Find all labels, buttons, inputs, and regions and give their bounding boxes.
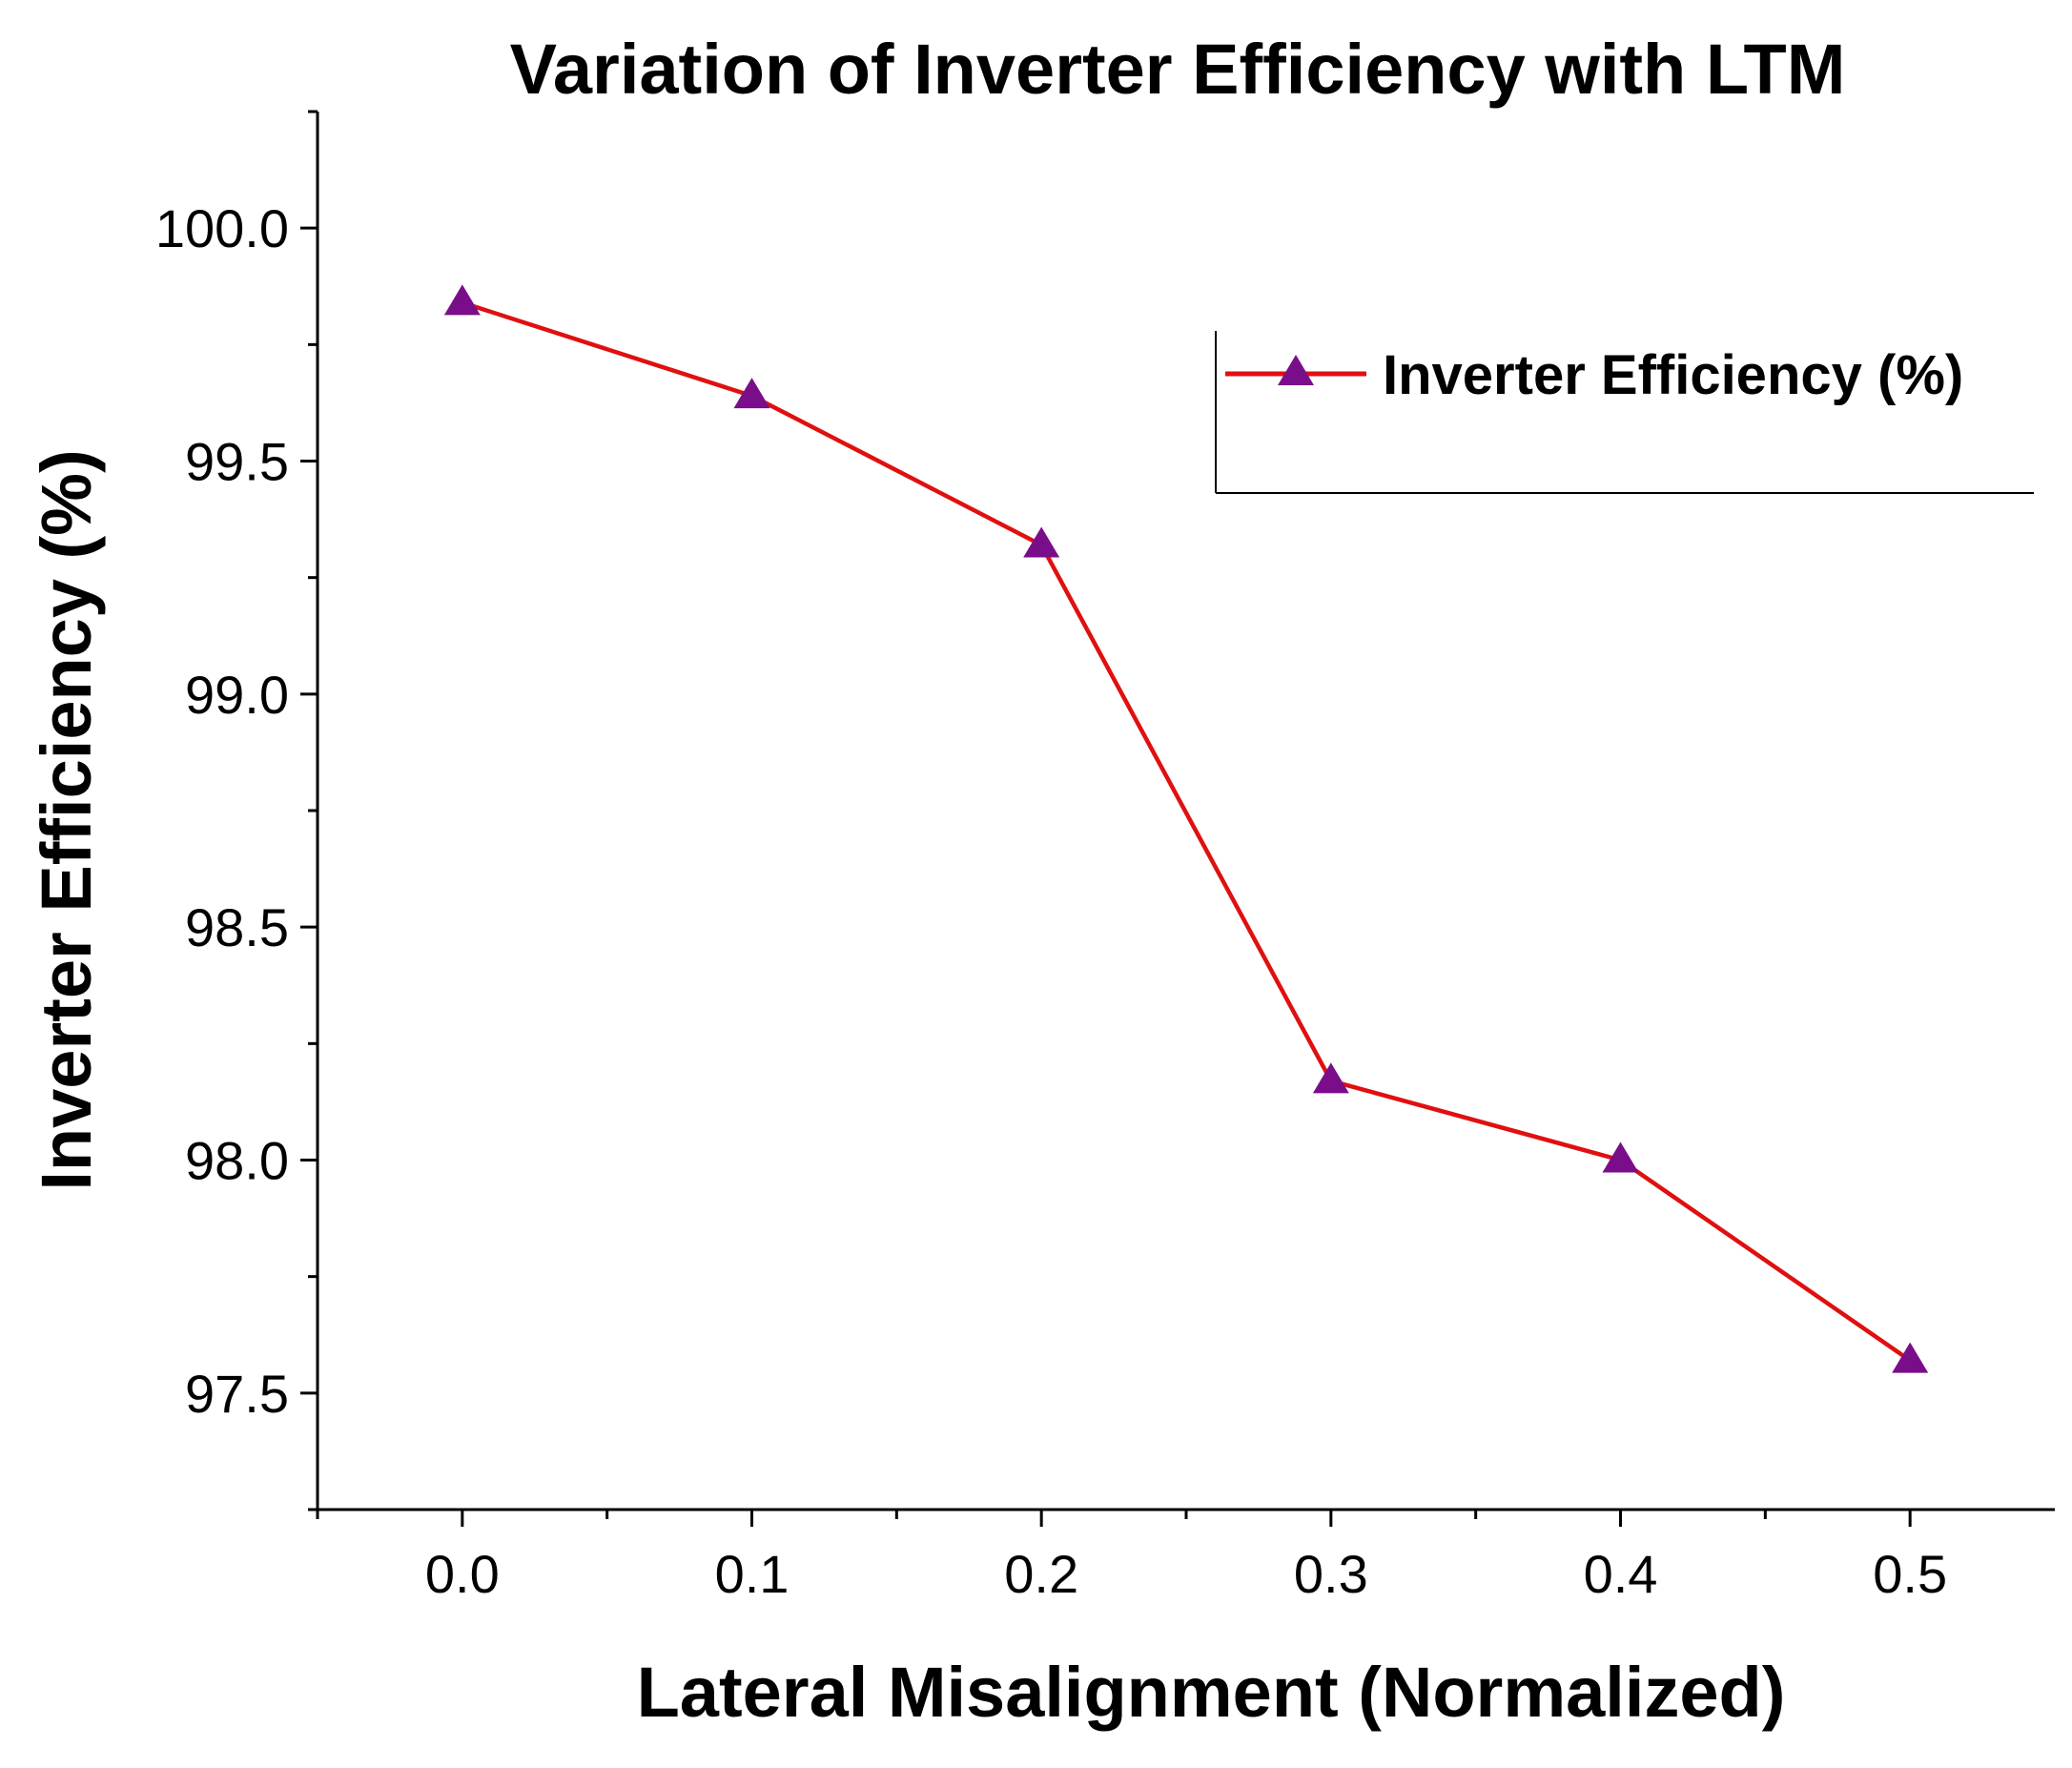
legend[interactable]: Inverter Efficiency (%)	[1215, 331, 2034, 494]
series-layer	[443, 284, 1929, 1373]
legend-label: Inverter Efficiency (%)	[1383, 344, 1963, 406]
y-tick-label: 98.5	[185, 897, 289, 957]
data-point-marker	[1023, 526, 1060, 558]
x-axis-ticks: 0.0 0.1 0.2 0.3 0.4 0.5	[316, 1510, 1947, 1604]
x-axis-label: Lateral Misalignment (Normalized)	[637, 1653, 1786, 1732]
data-point-marker	[443, 284, 481, 316]
data-point-marker	[1892, 1342, 1929, 1373]
x-tick-label: 0.0	[425, 1544, 500, 1604]
y-tick-label: 98.0	[185, 1131, 289, 1191]
y-tick-label: 99.5	[185, 432, 289, 492]
x-tick-label: 0.3	[1294, 1544, 1368, 1604]
data-point-marker	[1602, 1141, 1639, 1173]
y-tick-label: 99.0	[185, 665, 289, 725]
data-point-marker	[1312, 1062, 1349, 1094]
data-point-marker	[733, 378, 770, 409]
series-line	[462, 300, 1912, 1363]
x-tick-label: 0.5	[1873, 1544, 1947, 1604]
x-tick-label: 0.4	[1584, 1544, 1658, 1604]
chart-title: Variation of Inverter Efficiency with LT…	[510, 30, 1846, 109]
y-axis-ticks: 97.5 98.0 98.5 99.0 99.5 100.0	[155, 110, 318, 1511]
y-tick-label: 97.5	[185, 1364, 289, 1424]
x-tick-label: 0.2	[1004, 1544, 1078, 1604]
x-tick-label: 0.1	[715, 1544, 790, 1604]
y-tick-label: 100.0	[155, 198, 289, 258]
y-axis-label: Inverter Efficiency (%)	[27, 449, 106, 1190]
legend-swatch-marker	[1278, 355, 1314, 385]
